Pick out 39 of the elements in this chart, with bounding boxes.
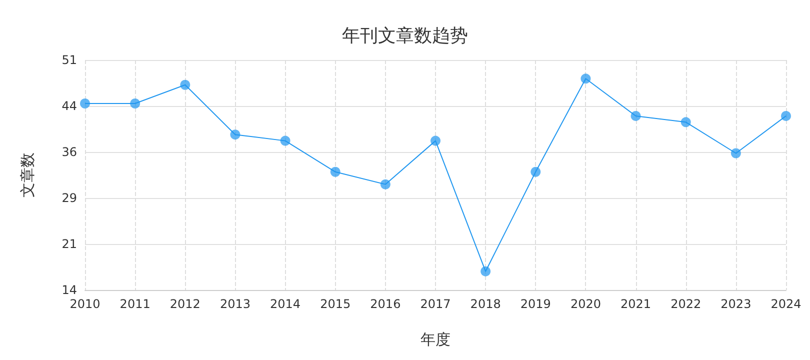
point	[730, 148, 741, 158]
point	[180, 80, 190, 90]
point	[230, 130, 240, 140]
x-tick-label: 2010	[70, 297, 100, 311]
x-tick-label: 2012	[170, 297, 200, 311]
point	[80, 98, 90, 109]
y-tick-label: 36	[62, 145, 77, 159]
point	[130, 98, 140, 109]
x-tick-label: 2018	[470, 297, 501, 311]
y-tick-label: 14	[62, 283, 77, 297]
chart-title: 年刊文章数趋势	[342, 26, 468, 46]
x-tick-label: 2019	[520, 297, 551, 311]
x-tick-label: 2015	[320, 297, 351, 311]
y-axis-title: 文章数	[18, 152, 36, 198]
point	[280, 136, 290, 146]
x-tick-label: 2016	[370, 297, 401, 311]
point	[380, 179, 390, 190]
x-tick-label: 2023	[720, 297, 752, 311]
x-tick-label: 2013	[220, 297, 250, 311]
point	[430, 136, 440, 146]
x-tick-label: 2020	[570, 297, 601, 311]
x-tick-label: 2022	[670, 297, 702, 311]
point	[630, 110, 641, 121]
x-tick-label: 2011	[120, 297, 150, 311]
x-tick-label: 2021	[620, 297, 652, 311]
x-axis-title: 年度	[420, 330, 450, 348]
point	[781, 110, 791, 121]
point	[330, 166, 340, 177]
y-tick-label: 44	[62, 99, 77, 113]
x-tick-label: 2014	[270, 297, 301, 311]
y-tick-label: 21	[62, 237, 77, 251]
x-tick-label: 2017	[420, 297, 451, 311]
point	[580, 74, 591, 84]
point	[530, 166, 541, 177]
y-tick-label: 29	[62, 191, 77, 205]
y-tick-label: 51	[62, 53, 77, 67]
point	[480, 266, 491, 276]
point	[680, 117, 691, 128]
x-tick-label: 2024	[770, 297, 802, 311]
